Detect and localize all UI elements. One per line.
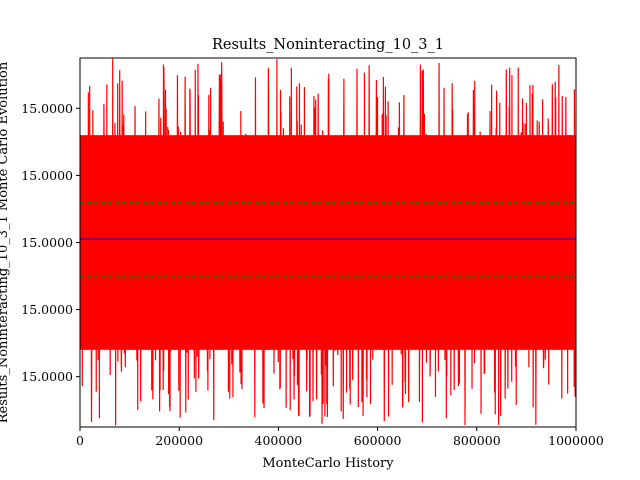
trace-line bbox=[80, 58, 576, 426]
x-axis-label: MonteCarlo History bbox=[262, 456, 394, 471]
trace-series bbox=[80, 58, 576, 426]
x-tick-label: 0 bbox=[76, 433, 84, 448]
y-tick-label: 15.0000 bbox=[21, 235, 73, 250]
x-tick-label: 600000 bbox=[354, 433, 402, 448]
y-tick-label: 15.0000 bbox=[21, 369, 73, 384]
y-axis: 15.0000 15.0000 15.0000 15.0000 15.0000 bbox=[21, 101, 80, 384]
x-axis: 0 200000 400000 600000 800000 1000000 bbox=[76, 427, 604, 448]
reference-lines bbox=[80, 201, 576, 277]
y-tick-label: 15.0000 bbox=[21, 168, 73, 183]
y-tick-label: 15.0000 bbox=[21, 302, 73, 317]
y-tick-label: 15.0000 bbox=[21, 101, 73, 116]
x-tick-label: 200000 bbox=[155, 433, 203, 448]
chart-title: Results_Noninteracting_10_3_1 bbox=[212, 37, 444, 53]
x-tick-label: 1000000 bbox=[548, 433, 604, 448]
x-tick-label: 800000 bbox=[453, 433, 501, 448]
y-axis-label: Results_Noninteracting_10_3_1 Monte Carl… bbox=[0, 61, 11, 423]
x-tick-label: 400000 bbox=[255, 433, 303, 448]
